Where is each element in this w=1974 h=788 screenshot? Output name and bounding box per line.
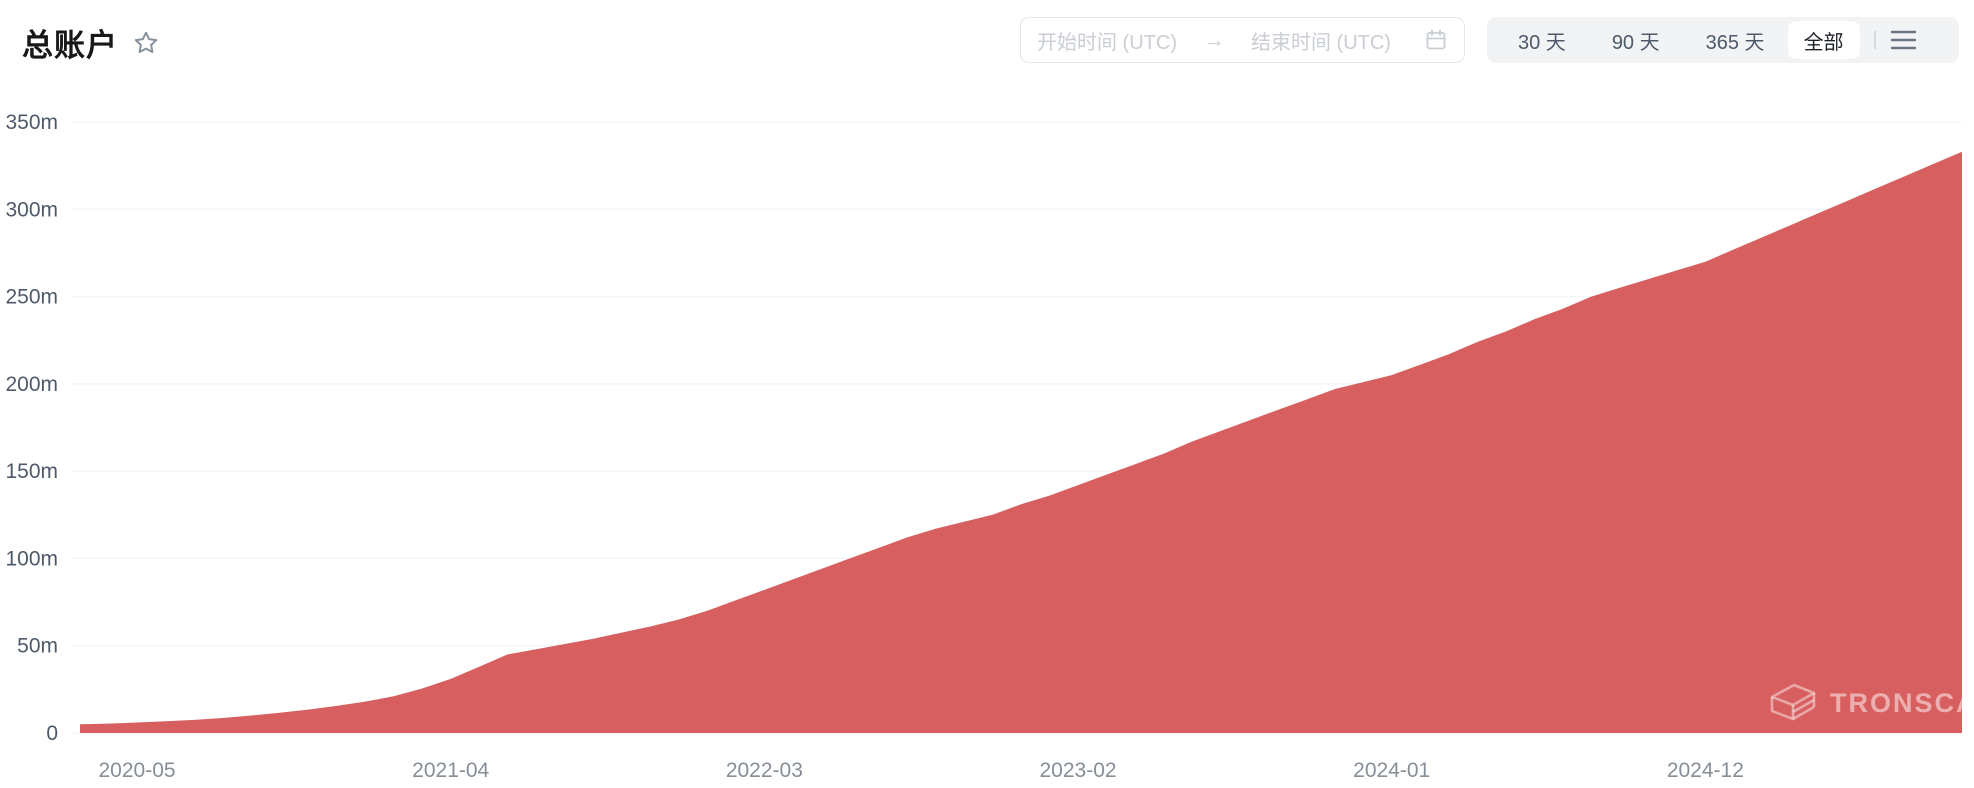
divider (1873, 31, 1876, 49)
favorite-star-button[interactable] (132, 29, 160, 57)
x-axis-label: 2020-05 (98, 759, 175, 782)
range-button-90d[interactable]: 90 天 (1589, 21, 1683, 59)
y-axis-label: 200m (5, 373, 58, 396)
y-axis-label: 300m (5, 198, 58, 221)
end-date-input[interactable]: 结束时间 (UTC) (1250, 31, 1391, 54)
range-button-365d[interactable]: 365 天 (1683, 21, 1788, 59)
date-range-picker[interactable]: 开始时间 (UTC) → 结束时间 (UTC) (1020, 17, 1465, 63)
calendar-icon[interactable] (1424, 28, 1448, 52)
y-axis-label: 350m (5, 111, 58, 134)
y-axis-label: 0 (46, 722, 58, 745)
chart-menu-button[interactable] (1890, 29, 1917, 51)
total-accounts-area-chart[interactable]: 0 50m 100m 150m 200m 250m 300m 350m 2020-05 2021-… (0, 80, 1974, 788)
range-button-all[interactable]: 全部 (1787, 21, 1860, 59)
y-axis-label: 250m (5, 286, 58, 309)
y-axis-label: 150m (5, 460, 58, 483)
x-axis-label: 2021-04 (412, 759, 489, 782)
hamburger-menu-icon (1890, 30, 1916, 50)
x-axis-label: 2024-12 (1667, 759, 1744, 782)
time-range-group: 30 天 90 天 365 天 全部 (1487, 17, 1959, 63)
star-icon (134, 31, 158, 53)
y-axis-label: 100m (5, 547, 58, 570)
range-button-30d[interactable]: 30 天 (1495, 21, 1589, 59)
header: 总账户 (22, 20, 160, 65)
x-axis-label: 2022-03 (726, 759, 803, 782)
page-title: 总账户 (22, 28, 118, 63)
arrow-right-icon: → (1202, 27, 1225, 52)
start-date-input[interactable]: 开始时间 (UTC) (1037, 31, 1177, 54)
x-axis-label: 2024-01 (1353, 759, 1430, 782)
area-series (80, 151, 1962, 733)
y-axis-label: 50m (17, 635, 58, 658)
x-axis-label: 2023-02 (1039, 759, 1116, 782)
